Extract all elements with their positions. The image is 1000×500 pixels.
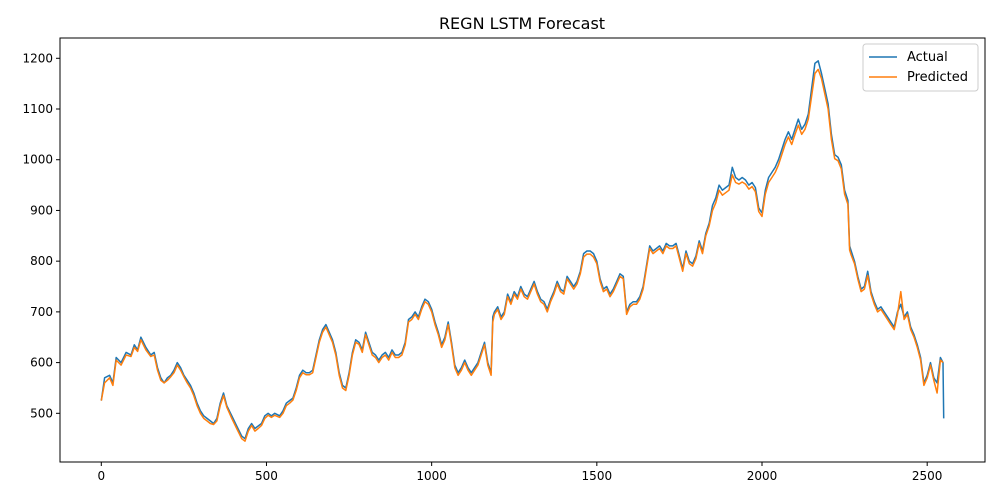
y-tick-label: 900 <box>30 203 53 217</box>
y-axis: 500 600 700 800 900 1000 1100 1200 <box>22 51 60 420</box>
y-tick-label: 1100 <box>22 102 53 116</box>
y-tick-label: 500 <box>30 406 53 420</box>
y-tick-label: 1200 <box>22 51 53 65</box>
series-line-predicted <box>100 68 944 442</box>
legend: Actual Predicted <box>862 43 979 92</box>
y-tick-label: 800 <box>30 254 53 268</box>
x-tick-label: 2500 <box>912 469 943 483</box>
x-tick-label: 0 <box>97 469 105 483</box>
x-tick-label: 2000 <box>747 469 778 483</box>
x-axis: 0 500 1000 1500 2000 2500 <box>97 462 942 483</box>
y-tick-label: 700 <box>30 305 53 319</box>
y-tick-label: 1000 <box>22 153 53 167</box>
y-tick-label: 600 <box>30 356 53 370</box>
plot-area <box>100 60 945 442</box>
x-tick-label: 1000 <box>416 469 447 483</box>
series-line-actual <box>100 60 945 440</box>
legend-label-predicted: Predicted <box>907 70 968 85</box>
legend-box <box>862 43 979 92</box>
x-tick-label: 1500 <box>582 469 613 483</box>
x-tick-label: 500 <box>255 469 278 483</box>
legend-label-actual: Actual <box>907 50 948 65</box>
plot-frame <box>59 37 986 463</box>
chart-title: REGN LSTM Forecast <box>439 14 605 33</box>
